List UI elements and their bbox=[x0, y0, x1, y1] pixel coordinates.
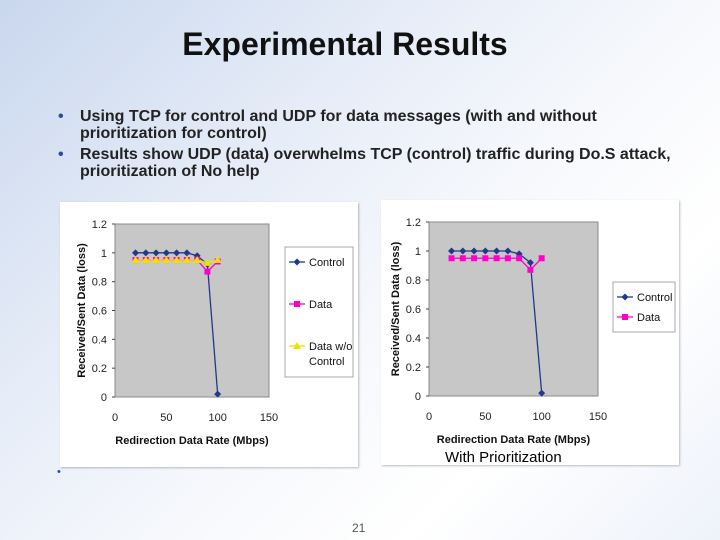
data-point bbox=[538, 389, 546, 397]
y-tick-label: 0 bbox=[101, 392, 107, 404]
legend-marker bbox=[294, 301, 300, 307]
chart-caption: With Prioritization bbox=[445, 449, 562, 466]
bullet-text: Results show UDP (data) overwhelms TCP (… bbox=[80, 146, 671, 180]
legend-marker bbox=[622, 314, 628, 320]
data-point bbox=[448, 255, 455, 262]
bullet-list: • Using TCP for control and UDP for data… bbox=[58, 108, 698, 184]
series-data-w-o-control bbox=[131, 256, 222, 266]
bullet-dot-icon: • bbox=[57, 466, 61, 478]
series-control bbox=[448, 247, 546, 397]
page-number: 21 bbox=[352, 521, 366, 535]
data-point bbox=[538, 255, 545, 262]
x-axis-label: Redirection Data Rate (Mbps) bbox=[437, 434, 591, 446]
y-tick-label: 1 bbox=[415, 246, 421, 258]
x-tick-label: 150 bbox=[589, 411, 607, 423]
bullet-dot-icon: • bbox=[58, 146, 64, 163]
x-tick-label: 100 bbox=[532, 411, 550, 423]
data-point bbox=[482, 255, 489, 262]
y-tick-label: 0.8 bbox=[406, 275, 421, 287]
legend: Control Data Data w/o Control bbox=[284, 246, 354, 378]
legend: Control Data bbox=[612, 281, 676, 333]
slide-title: Experimental Results bbox=[182, 26, 508, 62]
y-tick-label: 0.2 bbox=[406, 362, 421, 374]
data-point bbox=[470, 247, 478, 255]
data-point bbox=[504, 247, 512, 255]
legend-label: Data bbox=[309, 299, 333, 311]
data-point bbox=[204, 268, 211, 275]
chart-left: 0 0.2 0.4 0.6 0.8 1 1.2 0 50 100 150 Redirection Da… bbox=[76, 219, 354, 447]
data-point bbox=[152, 256, 161, 264]
legend-box bbox=[284, 246, 354, 378]
data-point bbox=[172, 256, 181, 264]
x-tick-label: 150 bbox=[260, 412, 278, 424]
y-tick-label: 0.8 bbox=[92, 277, 107, 289]
bullet-dot-icon: • bbox=[58, 108, 64, 125]
y-tick-label: 0.4 bbox=[406, 333, 421, 345]
y-tick-label: 1.2 bbox=[406, 217, 421, 229]
chart-panel-right: 0 0.2 0.4 0.6 0.8 1 1.2 0 50 100 150 Redirection Da… bbox=[381, 200, 679, 465]
chart-right: 0 0.2 0.4 0.6 0.8 1 1.2 0 50 100 150 Redirection Da… bbox=[390, 217, 676, 446]
y-axis-label: Received/Sent Data (loss) bbox=[390, 241, 402, 376]
series-data bbox=[448, 255, 545, 273]
data-point bbox=[162, 256, 171, 264]
data-point bbox=[471, 255, 478, 262]
x-tick-label: 0 bbox=[426, 411, 432, 423]
data-point bbox=[213, 256, 222, 264]
legend-label: Control bbox=[309, 257, 344, 269]
legend-label: Data bbox=[637, 312, 661, 324]
x-tick-label: 100 bbox=[208, 412, 226, 424]
legend-marker bbox=[293, 342, 301, 349]
data-point bbox=[526, 259, 534, 267]
data-point bbox=[193, 256, 202, 264]
bullet-item: • Results show UDP (data) overwhelms TCP… bbox=[58, 146, 698, 180]
data-point bbox=[459, 247, 467, 255]
data-point bbox=[493, 255, 500, 262]
plot-area bbox=[428, 221, 599, 397]
legend-label: Data w/o bbox=[309, 341, 352, 353]
data-point bbox=[203, 258, 212, 266]
legend-label: Control bbox=[637, 292, 672, 304]
data-point bbox=[493, 247, 501, 255]
legend-marker bbox=[293, 258, 301, 266]
data-point bbox=[481, 247, 489, 255]
data-point bbox=[448, 247, 456, 255]
data-point bbox=[131, 256, 140, 264]
data-point bbox=[214, 390, 222, 398]
data-point bbox=[504, 255, 511, 262]
y-axis-label: Received/Sent Data (loss) bbox=[76, 243, 88, 378]
bullet-text: Using TCP for control and UDP for data m… bbox=[80, 108, 597, 142]
plot-area bbox=[114, 223, 270, 398]
data-point bbox=[459, 255, 466, 262]
data-point bbox=[141, 256, 150, 264]
bullet-item: • Using TCP for control and UDP for data… bbox=[58, 108, 698, 142]
y-tick-label: 0 bbox=[415, 391, 421, 403]
y-tick-label: 0.6 bbox=[92, 306, 107, 318]
data-point bbox=[516, 255, 523, 262]
legend-box bbox=[612, 281, 676, 333]
x-tick-label: 50 bbox=[160, 412, 172, 424]
y-tick-label: 0.2 bbox=[92, 363, 107, 375]
y-tick-label: 0.6 bbox=[406, 304, 421, 316]
data-point bbox=[527, 266, 534, 273]
legend-label: Control bbox=[309, 356, 344, 368]
y-tick-label: 1 bbox=[101, 248, 107, 260]
x-axis-label: Redirection Data Rate (Mbps) bbox=[115, 435, 269, 447]
chart-panel-left: 0 0.2 0.4 0.6 0.8 1 1.2 0 50 100 150 Redirection Da… bbox=[60, 202, 358, 467]
y-tick-label: 1.2 bbox=[92, 219, 107, 231]
x-tick-label: 0 bbox=[112, 412, 118, 424]
data-point bbox=[193, 252, 201, 260]
data-point bbox=[182, 256, 191, 264]
y-tick-label: 0.4 bbox=[92, 334, 107, 346]
x-tick-label: 50 bbox=[479, 411, 491, 423]
legend-marker bbox=[621, 293, 629, 301]
